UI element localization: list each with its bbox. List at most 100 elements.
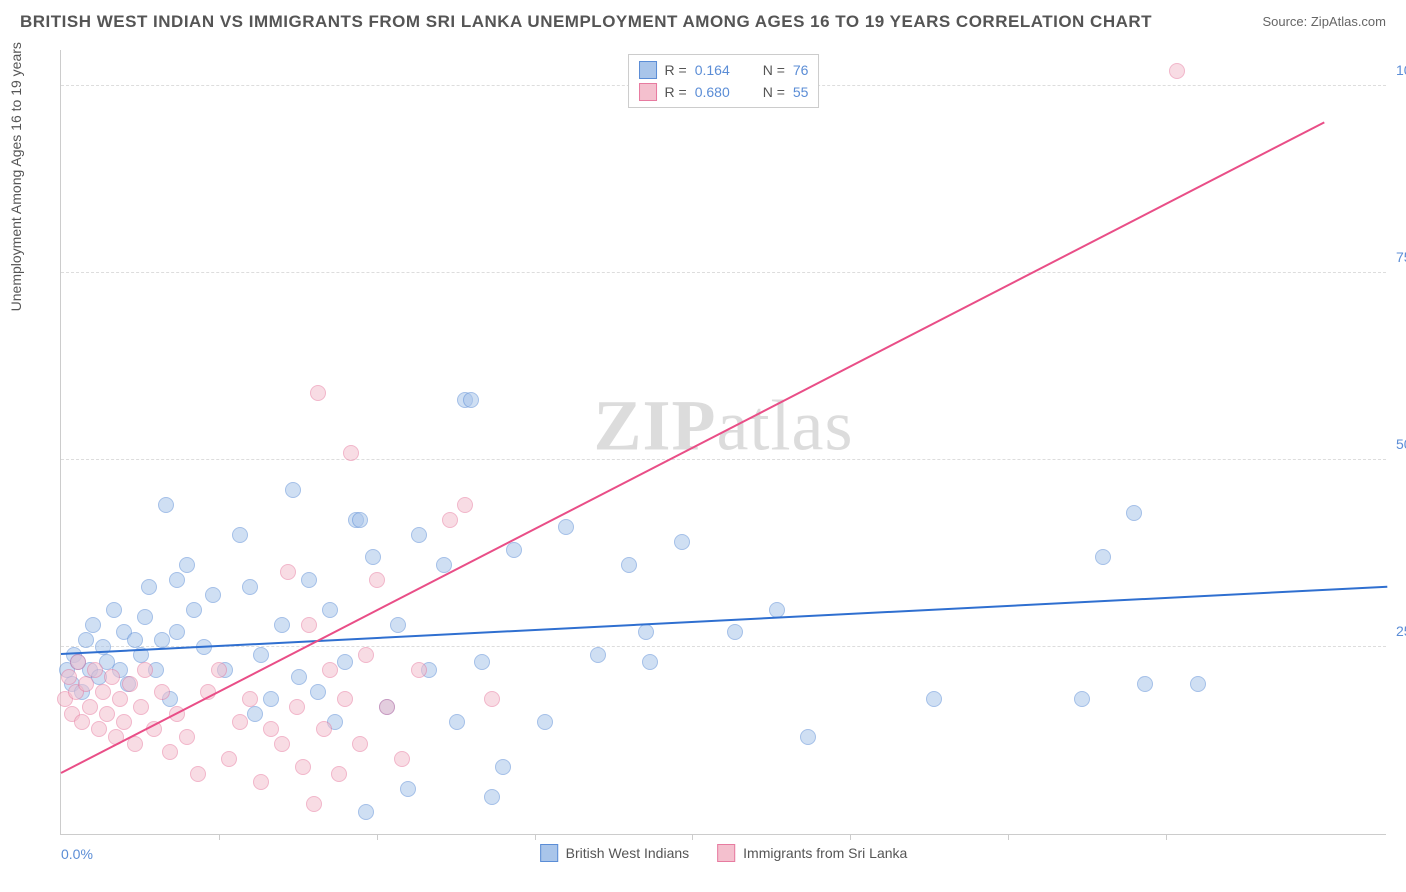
scatter-point-pink <box>221 751 237 767</box>
legend-swatch-blue <box>639 61 657 79</box>
chart-title: BRITISH WEST INDIAN VS IMMIGRANTS FROM S… <box>20 12 1152 32</box>
scatter-point-blue <box>263 691 279 707</box>
x-minor-tick <box>1008 834 1009 840</box>
scatter-point-blue <box>449 714 465 730</box>
scatter-point-blue <box>590 647 606 663</box>
scatter-point-pink <box>306 796 322 812</box>
scatter-point-pink <box>280 564 296 580</box>
x-minor-tick <box>377 834 378 840</box>
x-minor-tick <box>535 834 536 840</box>
series-legend-item: British West Indians <box>540 844 689 862</box>
correlation-legend: R = 0.164N = 76R = 0.680N = 55 <box>628 54 820 108</box>
scatter-point-pink <box>242 691 258 707</box>
source-name: ZipAtlas.com <box>1311 14 1386 29</box>
scatter-point-blue <box>638 624 654 640</box>
scatter-point-blue <box>205 587 221 603</box>
x-minor-tick <box>850 834 851 840</box>
scatter-point-blue <box>141 579 157 595</box>
scatter-point-blue <box>169 624 185 640</box>
scatter-point-pink <box>343 445 359 461</box>
legend-r-label: R = <box>665 62 687 78</box>
scatter-point-blue <box>365 549 381 565</box>
legend-r-value: 0.680 <box>695 84 745 100</box>
scatter-point-blue <box>158 497 174 513</box>
scatter-point-pink <box>457 497 473 513</box>
scatter-point-blue <box>800 729 816 745</box>
scatter-point-pink <box>316 721 332 737</box>
legend-n-value: 55 <box>793 84 809 100</box>
scatter-point-blue <box>85 617 101 633</box>
scatter-point-blue <box>337 654 353 670</box>
scatter-point-pink <box>70 654 86 670</box>
scatter-point-pink <box>91 721 107 737</box>
scatter-point-pink <box>162 744 178 760</box>
scatter-point-blue <box>127 632 143 648</box>
watermark: ZIPatlas <box>594 385 854 468</box>
scatter-point-pink <box>358 647 374 663</box>
scatter-point-blue <box>727 624 743 640</box>
scatter-point-pink <box>1169 63 1185 79</box>
scatter-point-blue <box>179 557 195 573</box>
x-tick-label: 0.0% <box>61 846 93 862</box>
scatter-point-blue <box>1137 676 1153 692</box>
scatter-point-blue <box>310 684 326 700</box>
scatter-point-pink <box>295 759 311 775</box>
scatter-point-pink <box>379 699 395 715</box>
scatter-point-pink <box>122 676 138 692</box>
scatter-point-pink <box>394 751 410 767</box>
x-minor-tick <box>692 834 693 840</box>
scatter-point-pink <box>112 691 128 707</box>
scatter-point-blue <box>390 617 406 633</box>
scatter-point-blue <box>78 632 94 648</box>
scatter-point-pink <box>301 617 317 633</box>
scatter-point-blue <box>352 512 368 528</box>
scatter-point-pink <box>322 662 338 678</box>
scatter-point-blue <box>169 572 185 588</box>
scatter-point-blue <box>247 706 263 722</box>
series-legend-label: Immigrants from Sri Lanka <box>743 845 907 861</box>
correlation-legend-row: R = 0.680N = 55 <box>639 81 809 103</box>
series-legend-label: British West Indians <box>566 845 689 861</box>
x-minor-tick <box>1166 834 1167 840</box>
scatter-point-pink <box>116 714 132 730</box>
scatter-point-blue <box>301 572 317 588</box>
scatter-point-blue <box>506 542 522 558</box>
scatter-point-blue <box>642 654 658 670</box>
scatter-point-blue <box>463 392 479 408</box>
scatter-point-pink <box>211 662 227 678</box>
watermark-zip: ZIP <box>594 386 717 466</box>
legend-n-value: 76 <box>793 62 809 78</box>
scatter-point-blue <box>769 602 785 618</box>
gridline-horizontal <box>61 272 1386 273</box>
scatter-point-blue <box>674 534 690 550</box>
scatter-point-blue <box>285 482 301 498</box>
scatter-point-pink <box>104 669 120 685</box>
scatter-point-pink <box>232 714 248 730</box>
scatter-point-blue <box>186 602 202 618</box>
scatter-point-blue <box>537 714 553 730</box>
scatter-point-blue <box>621 557 637 573</box>
scatter-point-pink <box>274 736 290 752</box>
scatter-point-pink <box>87 662 103 678</box>
scatter-point-blue <box>558 519 574 535</box>
legend-r-label: R = <box>665 84 687 100</box>
trendline-blue <box>61 585 1387 654</box>
scatter-point-pink <box>442 512 458 528</box>
scatter-point-blue <box>358 804 374 820</box>
y-tick-label: 75.0% <box>1396 249 1406 265</box>
scatter-point-blue <box>291 669 307 685</box>
scatter-point-blue <box>474 654 490 670</box>
scatter-point-blue <box>137 609 153 625</box>
y-tick-label: 25.0% <box>1396 623 1406 639</box>
scatter-point-pink <box>99 706 115 722</box>
scatter-point-blue <box>484 789 500 805</box>
scatter-point-pink <box>82 699 98 715</box>
trendline-pink <box>61 122 1325 774</box>
scatter-point-pink <box>154 684 170 700</box>
scatter-point-pink <box>369 572 385 588</box>
scatter-point-pink <box>484 691 500 707</box>
scatter-point-pink <box>133 699 149 715</box>
scatter-point-pink <box>289 699 305 715</box>
scatter-point-blue <box>274 617 290 633</box>
scatter-point-blue <box>926 691 942 707</box>
